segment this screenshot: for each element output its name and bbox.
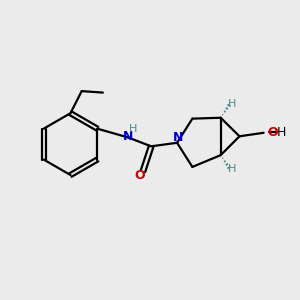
Text: N: N — [172, 131, 183, 144]
Text: O: O — [267, 126, 278, 139]
Text: H: H — [129, 124, 138, 134]
Text: H: H — [277, 126, 286, 139]
Text: O: O — [134, 169, 145, 182]
Text: H: H — [228, 164, 237, 174]
Text: N: N — [123, 130, 134, 143]
Text: H: H — [228, 99, 237, 109]
